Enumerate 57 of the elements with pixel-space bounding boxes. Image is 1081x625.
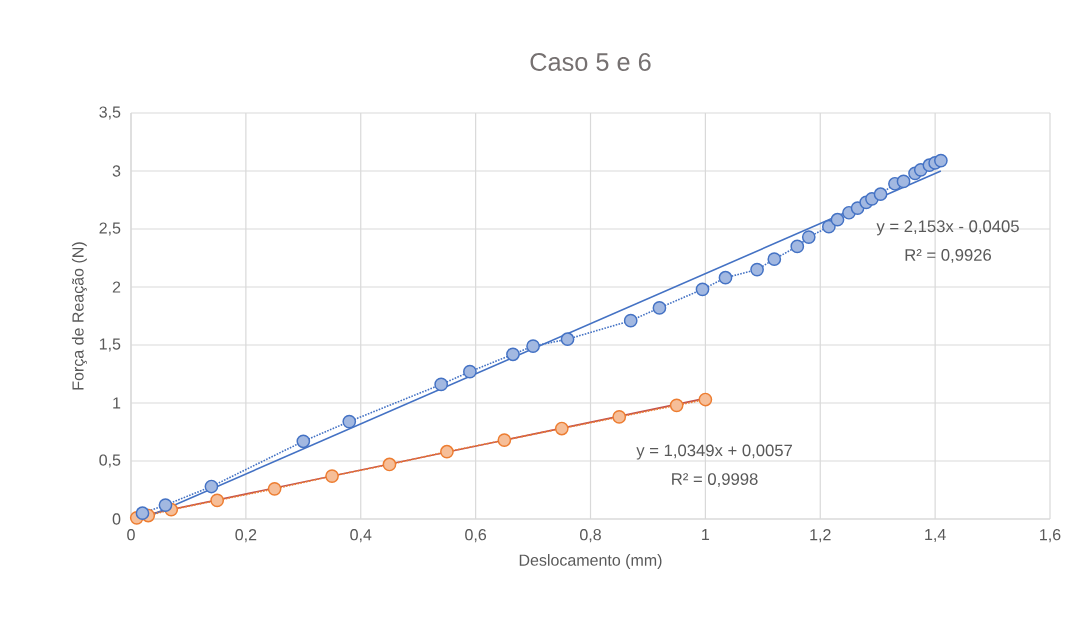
y-tick-label: 3: [112, 165, 121, 177]
point: [135, 506, 150, 521]
point: [801, 230, 816, 244]
point: [612, 410, 627, 424]
point: [669, 398, 684, 413]
x-tick-label: 1,6: [1040, 529, 1061, 543]
x-tick-label: 1,4: [925, 529, 946, 543]
point: [896, 174, 911, 189]
y-tick-label: 1: [113, 397, 121, 409]
point: [158, 498, 173, 512]
point: [210, 493, 225, 508]
y-tick-label: 0,5: [99, 454, 121, 468]
point: [652, 301, 667, 315]
point: [873, 187, 888, 202]
x-tick-label: 0: [127, 529, 135, 541]
annotation: y = 1,0349x + 0,0057: [636, 444, 793, 460]
point: [497, 433, 512, 447]
y-tick-label: 3,5: [99, 106, 121, 120]
y-tick-label: 2: [112, 281, 121, 293]
point: [695, 282, 710, 297]
point: [204, 479, 219, 494]
point: [718, 270, 733, 285]
point: [830, 212, 845, 227]
point: [554, 421, 569, 436]
x-tick-label: 0,2: [235, 529, 257, 543]
point: [382, 457, 397, 472]
x-tick-label: 1,2: [810, 529, 831, 543]
y-tick-label: 0: [112, 513, 121, 525]
x-tick-label: 0,6: [465, 529, 487, 543]
point: [463, 364, 477, 379]
point: [822, 219, 836, 234]
point: [526, 339, 540, 354]
annotation: y = 2,153x - 0,0405: [876, 220, 1019, 236]
y-tick-label: 2,5: [99, 222, 121, 236]
point: [342, 414, 357, 429]
point: [934, 153, 948, 168]
y-axis-title: Força de Reação (N): [71, 242, 87, 390]
point: [267, 481, 282, 496]
point: [767, 252, 782, 267]
point: [698, 392, 713, 407]
annotation: R² = 0,9998: [672, 473, 758, 487]
point: [750, 262, 764, 277]
point: [790, 239, 805, 254]
point: [623, 313, 638, 328]
x-tick-label: 0,8: [580, 529, 601, 543]
x-tick-label: 1: [702, 529, 710, 541]
chart-title: Caso 5 e 6: [530, 53, 651, 71]
point: [434, 377, 449, 392]
point: [296, 434, 311, 449]
annotation: R² = 0,9926: [905, 249, 992, 263]
x-axis-title: Deslocamento (mm): [519, 554, 662, 569]
x-tick-label: 0,4: [350, 529, 372, 543]
point: [560, 332, 575, 347]
point: [506, 347, 520, 362]
point: [440, 444, 454, 459]
y-tick-label: 1,5: [99, 338, 121, 352]
point: [325, 469, 339, 483]
